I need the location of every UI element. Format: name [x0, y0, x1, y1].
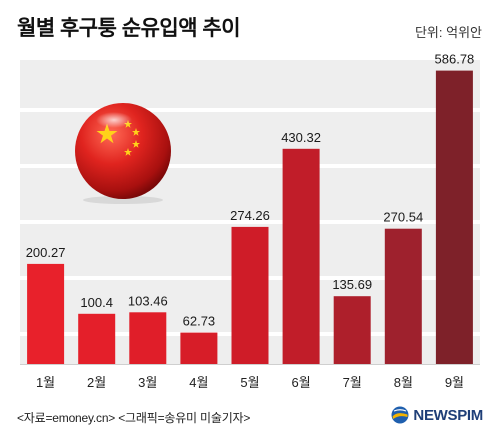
bar-5월: [231, 226, 269, 364]
bar-7월: [333, 296, 371, 364]
value-label: 200.27: [26, 245, 66, 260]
x-tick-label: 8월: [393, 375, 413, 390]
x-tick-label: 6월: [291, 375, 311, 390]
value-label: 100.4: [80, 295, 113, 310]
gridline: [20, 220, 480, 224]
x-tick-label: 9월: [444, 375, 465, 390]
china-flag-ball-icon: [75, 103, 171, 204]
value-label: 430.32: [281, 130, 321, 145]
x-tick-label: 1월: [35, 375, 56, 390]
newspim-logo: NEWSPIM: [391, 404, 483, 426]
x-tick-label: 2월: [87, 375, 107, 390]
value-label: 586.78: [435, 52, 475, 67]
bar-4월: [180, 332, 218, 364]
bar-1월: [27, 263, 65, 364]
value-label: 274.26: [230, 208, 270, 223]
unit-label: 단위: 억위안: [414, 25, 482, 40]
bar-8월: [384, 228, 422, 364]
bar-9월: [435, 70, 473, 364]
newspim-logo-text: NEWSPIM: [413, 406, 483, 424]
gridline: [20, 108, 480, 112]
bar-3월: [129, 312, 167, 364]
x-tick-label: 5월: [240, 375, 260, 390]
bar-2월: [78, 313, 116, 364]
x-axis-line: [20, 364, 480, 365]
x-axis-labels: 1월 2월 3월 4월 5월 6월 7월 8월 9월: [20, 372, 480, 392]
chart-title: 월별 후구퉁 순유입액 추이: [17, 17, 241, 40]
x-tick-label: 7월: [342, 375, 362, 390]
value-label: 270.54: [383, 210, 423, 225]
value-label: 103.46: [128, 293, 168, 308]
bar-6월: [282, 148, 320, 364]
value-label: 135.69: [332, 277, 372, 292]
gridline: [20, 164, 480, 168]
value-label: 62.73: [183, 314, 216, 329]
source-credit: <자료=emoney.cn> <그래픽=송유미 미술기자>: [17, 411, 251, 425]
x-tick-label: 4월: [189, 375, 209, 390]
newspim-logo-icon: [391, 406, 409, 424]
x-tick-label: 3월: [138, 375, 158, 390]
